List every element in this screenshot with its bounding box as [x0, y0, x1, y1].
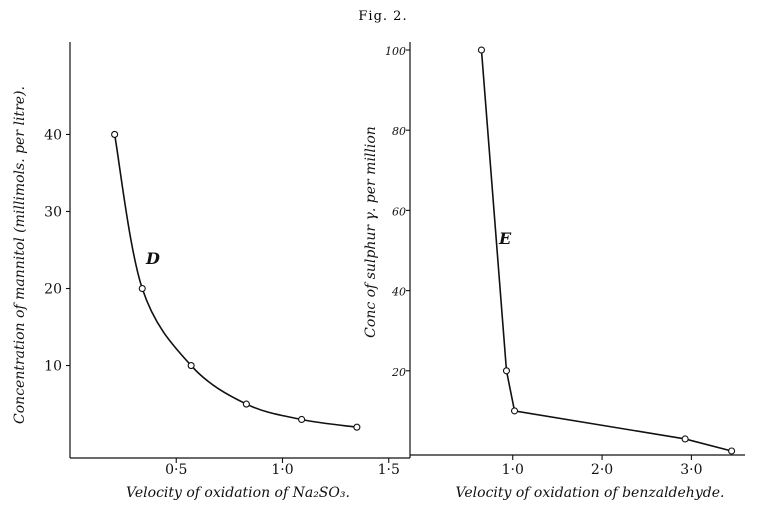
panel-e-y-tick-label: 40: [391, 286, 406, 299]
panel-e-y-tick-label: 20: [391, 366, 406, 379]
panel-d-y-axis-label: Concentration of mannitol (millimols. pe…: [12, 86, 28, 424]
panel-e-data-point: [510, 407, 519, 415]
panel-d-data-point: [353, 423, 361, 431]
panel-e-x-tick-label: 3·0: [680, 462, 702, 478]
panel-d-y-tick-label: 10: [44, 359, 62, 375]
panel-d-data-point: [111, 130, 119, 138]
figure-title: Fig. 2.: [358, 9, 407, 24]
panel-d-data-point: [242, 400, 250, 408]
panel-d-y-tick-label: 30: [44, 204, 62, 220]
panel-d-x-tick-label: 1·5: [378, 462, 400, 478]
panel-d-data-point: [298, 415, 306, 424]
panel-d-x-tick-label: 0·5: [165, 462, 187, 478]
panel-d-chart: Concentration of mannitol (millimols. pe…: [12, 42, 410, 501]
panel-d-y-tick-label: 20: [44, 282, 62, 298]
panel-e-x-tick-label: 2·0: [591, 462, 613, 478]
panel-e-y-tick-label: 100: [385, 45, 406, 58]
panel-e-x-axis-label: Velocity of oxidation of benzaldehyde.: [456, 485, 725, 501]
panel-d-series-line: [113, 134, 357, 428]
panel-d-y-tick-label: 40: [44, 127, 62, 143]
panel-e-x-tick-label: 1·0: [502, 462, 524, 478]
panel-e-data-point: [728, 447, 736, 455]
panel-d-data-point: [187, 362, 195, 370]
panel-e-data-point: [477, 46, 486, 54]
panel-d-x-tick-label: 1·0: [271, 462, 293, 478]
panel-e-data-point: [681, 435, 689, 443]
panel-e-data-point: [502, 367, 511, 375]
panel-d-data-point: [138, 284, 146, 293]
panel-d-label: D: [145, 249, 160, 268]
panel-e-label: E: [498, 229, 512, 248]
panel-e-y-tick-label: 80: [392, 125, 406, 138]
panel-e-series-line: [480, 49, 732, 452]
panel-e-y-tick-label: 60: [392, 205, 406, 218]
panel-d-x-axis-label: Velocity of oxidation of Na₂SO₃.: [126, 485, 350, 501]
panel-e-chart: Conc of sulphur γ. per million Velocity …: [363, 42, 745, 501]
panel-e-y-axis-label: Conc of sulphur γ. per million: [363, 126, 379, 338]
